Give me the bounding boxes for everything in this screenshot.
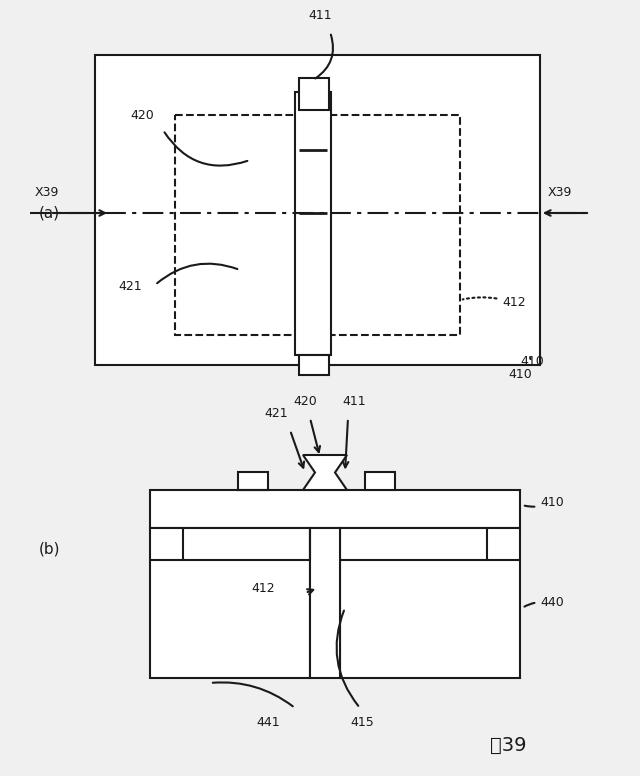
- Text: 420: 420: [293, 395, 317, 408]
- Text: 410: 410: [525, 496, 564, 508]
- Bar: [95, 55, 540, 365]
- Text: 411: 411: [342, 395, 365, 408]
- Text: (b): (b): [38, 542, 60, 556]
- Text: 415: 415: [350, 716, 374, 729]
- Bar: [299, 78, 329, 110]
- Text: (a): (a): [39, 206, 60, 220]
- Bar: [340, 528, 520, 678]
- Bar: [238, 472, 268, 490]
- Text: 410: 410: [508, 368, 532, 381]
- Text: 420: 420: [130, 109, 154, 122]
- Text: 440: 440: [524, 597, 564, 609]
- Text: 441: 441: [257, 716, 280, 729]
- Text: 412: 412: [463, 296, 525, 310]
- Text: 411: 411: [308, 9, 332, 22]
- Polygon shape: [303, 455, 347, 490]
- Text: 412: 412: [252, 581, 275, 594]
- Bar: [365, 472, 395, 490]
- Text: 410: 410: [520, 355, 544, 368]
- Text: 421: 421: [264, 407, 287, 420]
- Text: X39: X39: [35, 186, 60, 199]
- Bar: [150, 490, 520, 528]
- Bar: [295, 92, 331, 355]
- Bar: [310, 528, 340, 678]
- Text: 421: 421: [118, 280, 141, 293]
- Bar: [175, 115, 460, 335]
- Bar: [299, 355, 329, 375]
- Bar: [150, 528, 310, 678]
- Text: 図39: 図39: [490, 736, 527, 755]
- Text: X39: X39: [548, 186, 572, 199]
